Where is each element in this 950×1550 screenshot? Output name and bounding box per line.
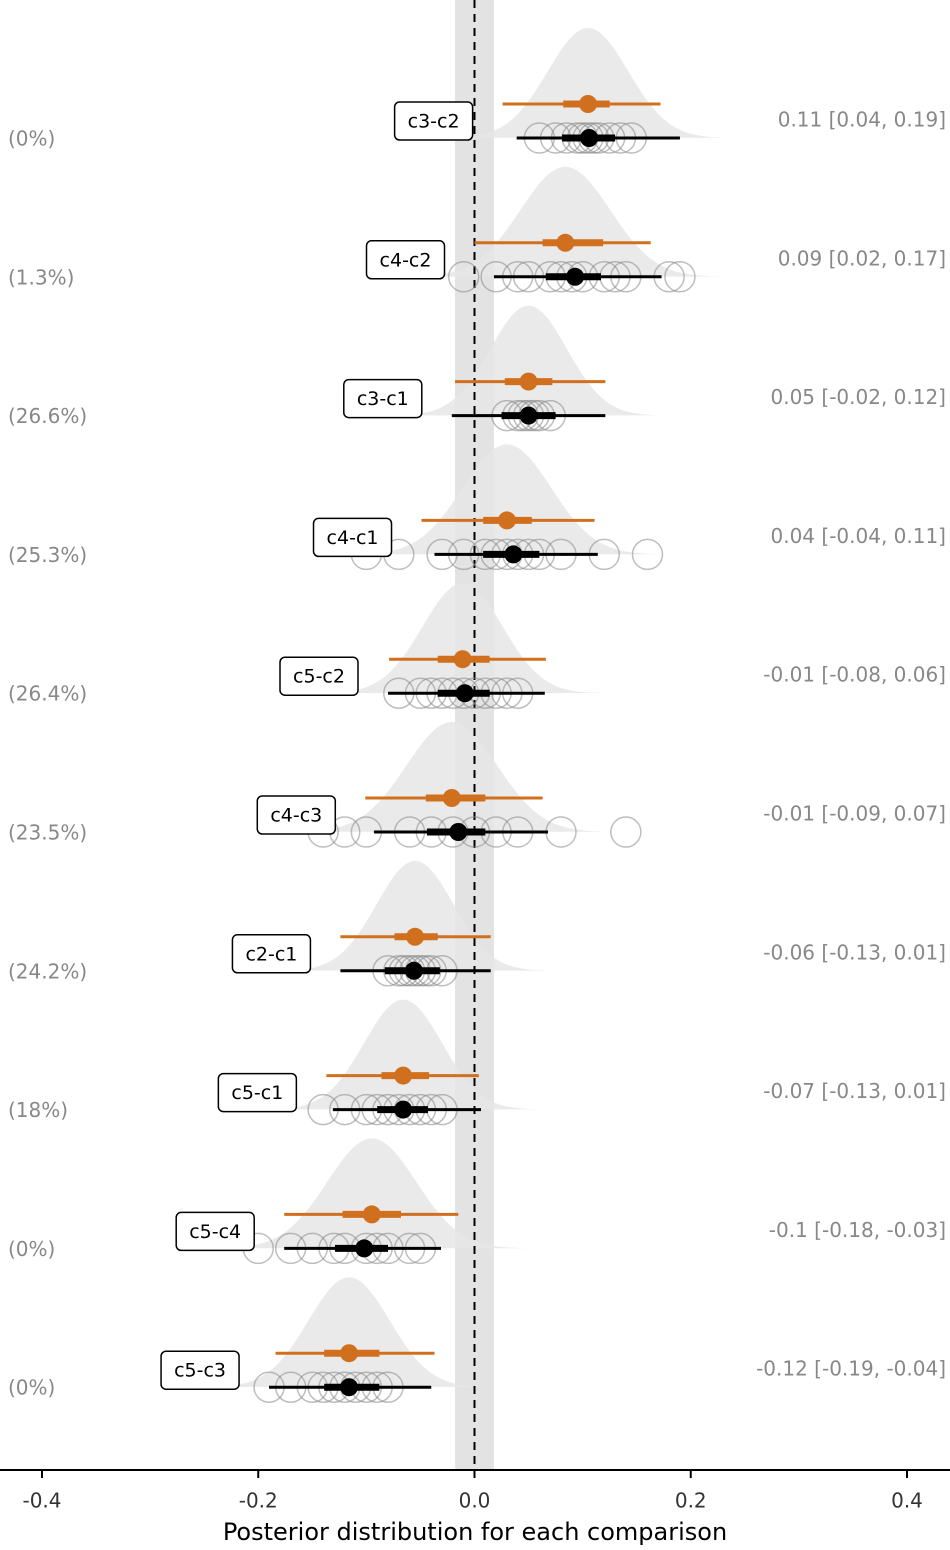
density <box>443 28 733 138</box>
comparison-label: c4-c3 <box>270 805 322 827</box>
point-estimate <box>453 650 472 669</box>
right-summary: 0.09 [0.02, 0.17] <box>778 246 946 270</box>
comparison-label: c5-c1 <box>231 1082 283 1104</box>
point-estimate <box>406 927 425 946</box>
density <box>348 444 666 555</box>
point-estimate <box>340 1344 359 1363</box>
point-estimate <box>580 129 599 147</box>
right-summary: 0.05 [-0.02, 0.12] <box>771 385 947 409</box>
point-estimate <box>504 545 523 564</box>
point-estimate <box>340 1378 359 1397</box>
point-estimate <box>355 1239 374 1258</box>
point-estimate <box>442 789 461 807</box>
left-note: (0%) <box>8 1237 55 1261</box>
right-summary: 0.04 [-0.04, 0.11] <box>771 524 947 548</box>
comparison-label: c2-c1 <box>245 943 297 965</box>
x-tick-label: -0.2 <box>239 1489 278 1513</box>
point-estimate <box>497 511 516 530</box>
point-estimate <box>455 684 474 703</box>
comparison-label: c5-c2 <box>293 666 345 688</box>
left-note: (0%) <box>8 127 55 151</box>
left-note: (0%) <box>8 1376 55 1400</box>
x-axis-title: Posterior distribution for each comparis… <box>223 1518 727 1546</box>
density <box>288 722 615 832</box>
right-summary: -0.01 [-0.09, 0.07] <box>763 802 946 826</box>
draw-point <box>545 816 577 848</box>
density <box>263 999 544 1110</box>
right-summary: -0.1 [-0.18, -0.03] <box>769 1218 946 1242</box>
comparison-label: c3-c1 <box>357 388 409 410</box>
point-estimate <box>566 267 585 286</box>
point-estimate <box>449 823 468 841</box>
right-summary: 0.11 [0.04, 0.19] <box>778 108 946 132</box>
left-note: (1.3%) <box>8 265 74 289</box>
right-summary: -0.06 [-0.13, 0.01] <box>763 940 946 964</box>
right-summary: -0.01 [-0.08, 0.06] <box>763 663 946 687</box>
label-box <box>279 656 359 696</box>
comparison-label: c3-c2 <box>408 111 460 133</box>
x-tick-label: 0.4 <box>891 1489 923 1513</box>
left-note: (24.2%) <box>8 959 87 983</box>
label-box <box>343 378 423 419</box>
right-summary: -0.07 [-0.13, 0.01] <box>763 1079 946 1103</box>
comparison-label: c4-c1 <box>327 527 379 549</box>
draw-point <box>631 538 664 571</box>
point-estimate <box>404 961 423 980</box>
density <box>318 583 607 693</box>
density <box>203 1277 495 1387</box>
left-note: (25.3%) <box>8 543 87 567</box>
x-tick-label: -0.4 <box>22 1489 61 1513</box>
point-estimate <box>394 1100 413 1119</box>
point-estimate <box>519 406 538 425</box>
left-note: (18%) <box>8 1098 68 1122</box>
label-box <box>393 101 474 141</box>
density <box>211 1138 532 1249</box>
left-note: (23.5%) <box>8 821 87 845</box>
label-box <box>256 795 337 835</box>
x-tick-label: 0.2 <box>675 1489 707 1513</box>
draw-point <box>664 261 696 293</box>
point-estimate <box>519 372 538 391</box>
left-note: (26.4%) <box>8 682 87 706</box>
label-box <box>175 1211 255 1252</box>
label-box <box>312 517 393 558</box>
label-box <box>160 1350 240 1390</box>
x-tick-label: 0.0 <box>459 1489 491 1513</box>
density <box>403 166 728 277</box>
point-estimate <box>362 1205 381 1224</box>
comparison-label: c4-c2 <box>380 249 432 271</box>
draw-point <box>610 816 642 848</box>
comparison-label: c5-c4 <box>189 1221 241 1243</box>
point-estimate <box>579 95 598 113</box>
label-box <box>217 1072 298 1113</box>
draw-point <box>447 261 480 293</box>
label-box <box>231 934 312 974</box>
point-estimate <box>556 233 575 252</box>
label-box <box>365 240 446 280</box>
density <box>390 305 667 416</box>
density <box>277 860 554 971</box>
right-summary: -0.12 [-0.19, -0.04] <box>756 1357 946 1381</box>
point-estimate <box>394 1066 413 1085</box>
left-note: (26.6%) <box>8 404 87 428</box>
comparison-label: c5-c3 <box>174 1360 226 1382</box>
